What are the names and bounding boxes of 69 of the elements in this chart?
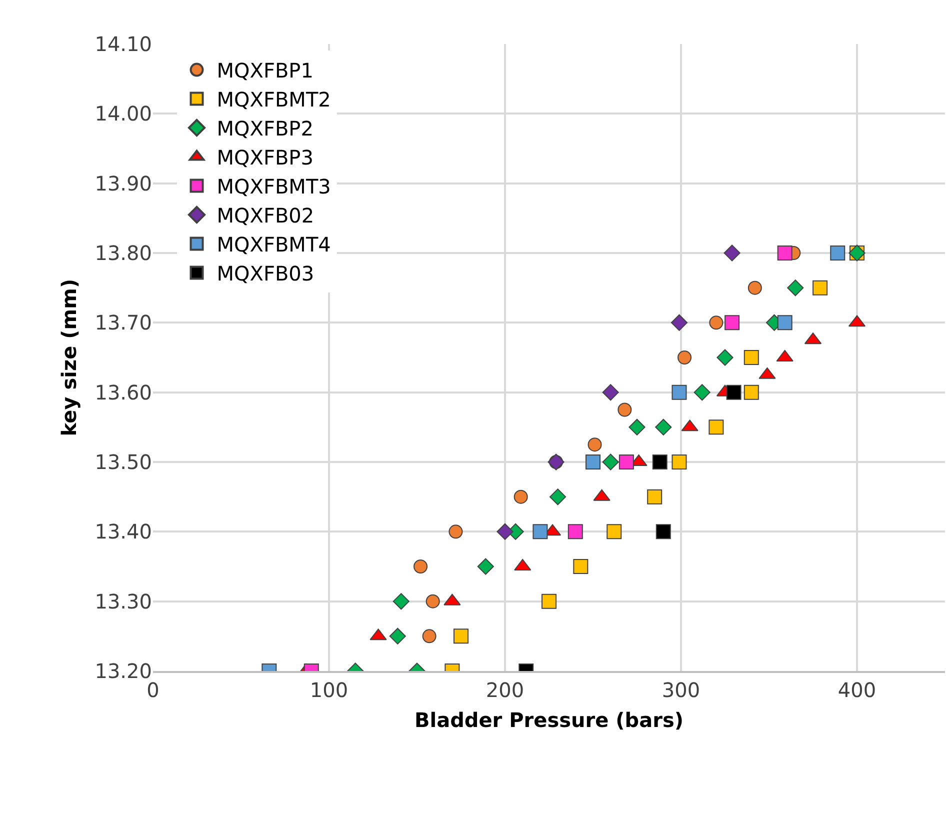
point [670,314,688,331]
point [477,558,494,575]
point [586,454,600,470]
point [618,402,632,417]
point [830,246,846,260]
point [726,384,742,400]
point [655,418,672,436]
point [532,524,548,540]
point [550,488,566,506]
legend-label: MQXFBMT2 [216,88,331,112]
point [514,490,528,504]
point [588,438,602,452]
point [787,280,804,296]
point [716,349,734,366]
point [744,350,759,365]
y-tick-label: 14.00 [94,102,152,126]
point [426,594,440,608]
y-tick-label: 13.60 [94,380,152,404]
point [392,593,410,610]
point [414,560,428,574]
y-tick-label: 13.90 [94,171,152,196]
x-axis-title: Bladder Pressure (bars) [414,708,684,732]
point [672,384,687,400]
point [389,628,406,644]
point [694,384,710,401]
point [748,280,762,295]
y-tick-label: 13.80 [94,241,152,265]
point [709,316,724,330]
legend-label: MQXFBP2 [216,116,314,141]
point [448,524,463,539]
legend-label: MQXFBMT3 [216,174,331,199]
point [812,280,828,296]
legend-label: MQXFB02 [216,204,314,228]
point [652,454,668,470]
legend-label: MQXFBP3 [216,146,314,170]
point [628,418,646,436]
legend-label: MQXFBP1 [216,58,314,83]
legend-label: MQXFBMT4 [216,232,331,257]
point [777,246,792,260]
point [656,524,671,540]
point [618,454,634,470]
point [568,524,583,540]
point [606,524,622,540]
y-tick-label: 13.70 [94,310,152,335]
point [672,454,687,470]
point [602,384,619,401]
point [454,628,468,644]
point [647,489,662,504]
y-tick-label: 14.10 [94,32,152,56]
y-axis-title: key size (mm) [57,278,82,436]
point [678,350,692,364]
point [573,559,588,574]
legend-label: MQXFB03 [216,262,314,286]
point [422,629,436,644]
point [602,454,619,470]
y-tick-label: 13.50 [94,450,152,474]
point [496,523,514,540]
x-tick-label: 400 [838,678,876,702]
point [724,315,740,330]
y-tick-label: 13.30 [94,589,152,614]
x-tick-label: 100 [310,678,348,702]
point [708,420,724,435]
point [542,594,556,609]
x-tick-label: 200 [486,678,524,702]
y-tick-label: 13.40 [94,520,152,544]
point [744,384,759,400]
x-tick-label: 300 [662,678,700,702]
point [724,244,740,262]
point [777,315,792,330]
